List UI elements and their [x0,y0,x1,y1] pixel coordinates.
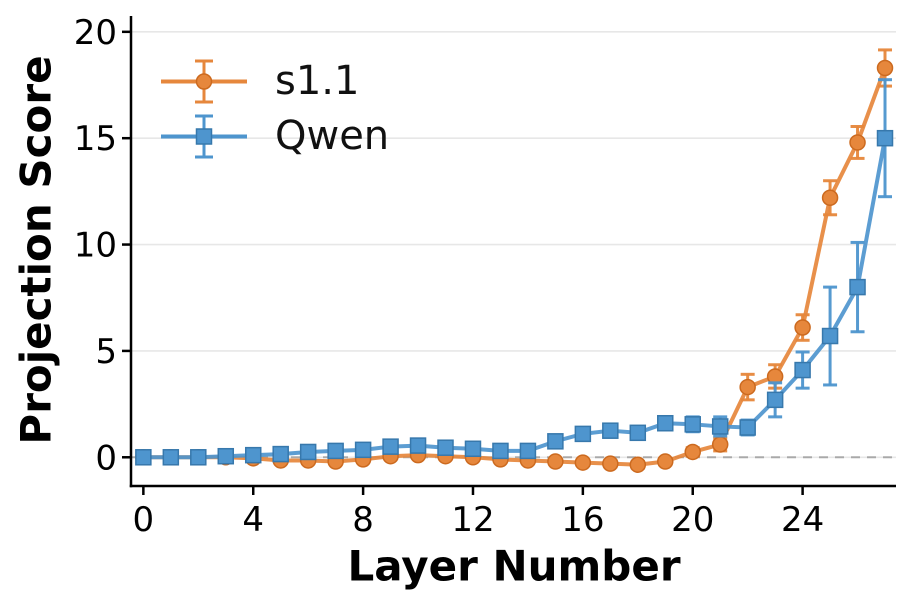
data-point-square [821,327,839,345]
series-line [143,137,887,460]
y-tick-label: 5 [95,332,117,372]
gridlines [131,31,896,459]
x-tick-label: 16 [561,500,604,540]
data-point-square [217,447,235,465]
legend-label: Qwen [275,113,390,159]
data-point-square [299,443,317,461]
data-point-square [244,446,262,464]
legend: s1.1 Qwen [161,54,389,164]
y-tick-label: 20 [74,13,117,53]
data-point-square [519,442,537,460]
data-point-square [190,449,207,466]
data-point-circle [794,319,811,336]
data-point-circle [602,455,619,472]
data-point-circle [821,189,839,207]
data-point-circle [684,443,701,461]
x-tick-label: 4 [242,500,264,540]
data-point-square [657,414,674,432]
data-point-square [547,433,564,450]
data-point-square [135,449,152,466]
data-point-circle [629,456,647,473]
data-point-square [437,439,454,456]
data-point-square [327,442,344,460]
data-point-circle [657,453,674,470]
x-tick-label: 0 [133,500,155,540]
data-point-square [272,445,289,463]
legend-symbol-square [161,114,247,159]
data-point-square [684,416,701,433]
data-point-circle [849,134,866,151]
data-point-square [711,418,729,435]
axes: 0 4 8 12 16 20 24 0 5 10 15 20 [74,13,896,540]
y-tick-label: 15 [74,119,117,159]
data-point-square [409,437,427,454]
y-axis-label: Projection Score [11,55,61,445]
data-point-square [849,278,866,296]
x-tick-label: 12 [451,500,494,540]
legend-label: s1.1 [275,58,360,104]
series-Qwen [135,78,894,466]
y-tick-label: 0 [95,438,117,478]
legend-symbol-circle [161,59,247,104]
data-point-circle [711,436,729,453]
data-point-square [354,441,372,459]
data-point-circle [547,453,564,470]
series-line [143,67,887,467]
y-tick-label: 10 [74,226,117,266]
x-tick-label: 20 [671,500,714,540]
data-point-circle [876,59,894,77]
x-tick-label: 8 [352,500,374,540]
data-point-square [464,440,482,458]
data-point-square [766,391,784,409]
x-tick-label: 24 [781,500,824,540]
data-point-square [382,438,399,455]
data-point-square [794,361,811,379]
data-point-square [602,422,619,439]
data-point-square [574,425,592,443]
data-point-square [876,129,894,147]
data-point-square [162,449,180,466]
legend-item-s1.1: s1.1 [161,54,389,109]
data-point-square [739,419,756,436]
x-axis-label: Layer Number [347,541,681,591]
data-point-square [629,424,647,442]
data-point-square [492,442,509,460]
data-point-circle [739,378,756,396]
data-point-circle [574,454,592,471]
legend-item-Qwen: Qwen [161,109,389,164]
